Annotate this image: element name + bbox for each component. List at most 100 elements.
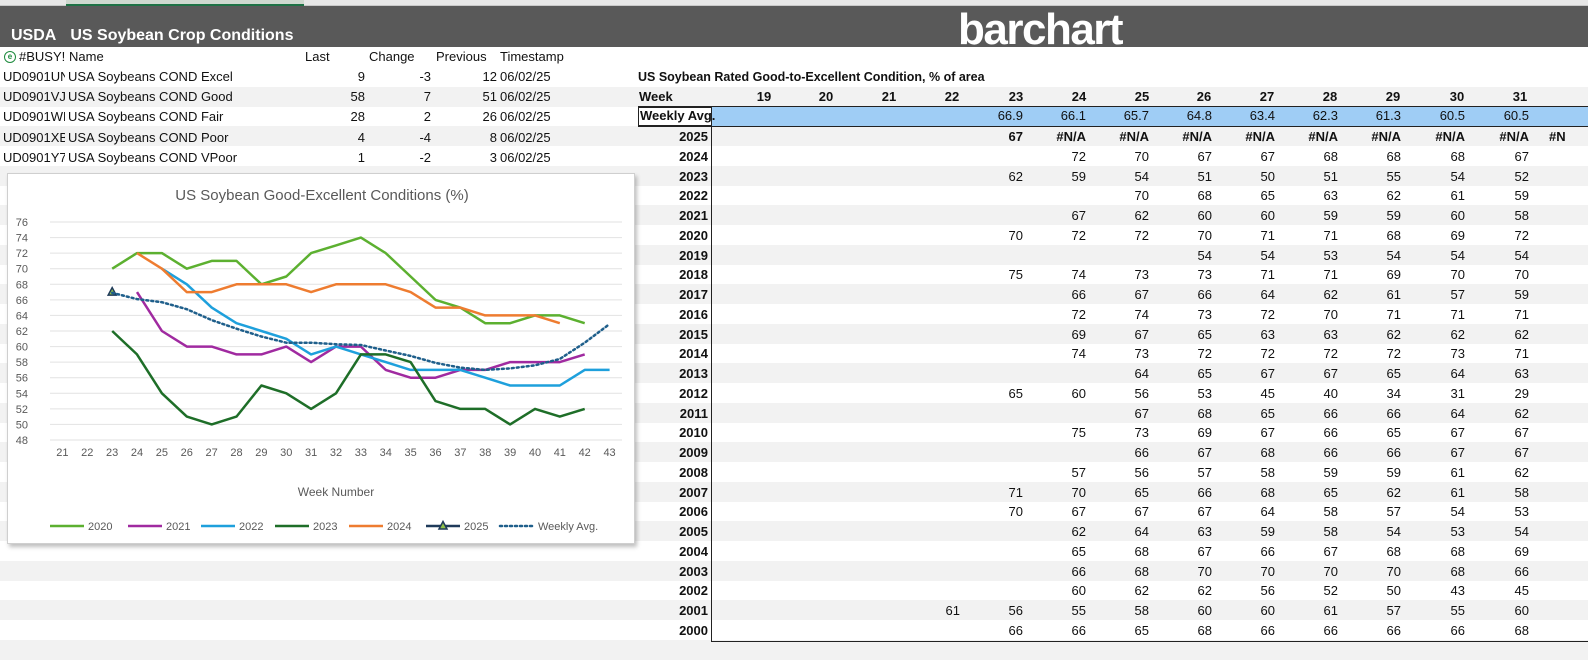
condition-value: 66 [1514,563,1529,579]
usda-label: USDA [11,27,57,44]
condition-value: 67 [1450,425,1465,441]
weekly-avg-label-cell[interactable] [638,107,712,126]
condition-value: 31 [1450,385,1465,401]
condition-value: 67 [1134,504,1149,520]
series-line-2023[interactable] [111,330,586,426]
row-stripe [0,639,1588,660]
y-tick-label: 66 [16,295,28,307]
week-header: 24 [1071,89,1087,104]
chart-title: US Soybean Good-Excellent Conditions (%) [175,187,468,204]
series-line-2020[interactable] [111,236,586,325]
condition-value: 65 [1134,484,1149,500]
condition-value: 63 [1260,326,1275,342]
x-tick-label: 31 [305,447,317,459]
condition-value: 54 [1450,504,1465,520]
condition-value: 68 [1197,188,1212,204]
legend-item[interactable]: 2025 [426,519,488,533]
x-tick-label: 40 [529,447,541,459]
condition-value: 64 [1134,524,1149,539]
condition-value: 61 [1323,603,1338,618]
condition-value: 45 [1260,385,1275,401]
col-header-timestamp: Timestamp [500,49,564,64]
condition-value: 40 [1323,385,1338,401]
year-label: 2016 [679,306,708,322]
week-header: 30 [1449,89,1465,104]
legend-item[interactable]: 2021 [128,521,190,533]
series-line-2024[interactable] [136,252,561,325]
condition-value: 59 [1323,208,1338,223]
condition-value: 71 [1323,227,1338,243]
condition-value: 74 [1071,346,1086,362]
condition-value: 73 [1134,346,1149,362]
legend-item[interactable]: Weekly Avg. [498,521,598,533]
weekly-avg-value: 66.9 [997,108,1023,123]
quote-previous: 8 [489,129,497,145]
col-header-previous: Previous [436,49,487,64]
condition-value: 54 [1197,247,1212,263]
year-label: 2003 [679,563,708,579]
condition-value: 67 [1134,287,1149,302]
refresh-status-icon[interactable]: e [4,51,16,63]
condition-value: 62 [1197,583,1212,599]
y-tick-label: 56 [16,373,28,385]
condition-value: 68 [1260,445,1275,460]
series-line-weekly-avg-[interactable] [110,291,611,372]
condition-value: 56 [1134,385,1149,401]
week-header: 26 [1196,89,1212,104]
quote-name: USA Soybeans COND Good [68,89,233,105]
condition-value: #N/A [1371,129,1401,144]
condition-value: 65 [1071,543,1086,559]
condition-value: 75 [1008,267,1023,283]
selected-column-header[interactable] [66,0,304,6]
condition-value: 68 [1197,622,1212,638]
x-tick-label: 34 [380,447,392,459]
condition-value: 69 [1197,425,1212,441]
quote-name: USA Soybeans COND Excel [68,69,233,84]
conditions-chart[interactable]: US Soybean Good-Excellent Conditions (%)… [7,173,635,544]
condition-value: 72 [1071,227,1086,243]
condition-value: 58 [1323,524,1338,539]
quote-previous: 26 [482,109,497,125]
condition-value: 43 [1450,583,1465,599]
legend-item[interactable]: 2022 [201,521,263,533]
year-label: 2007 [679,484,708,500]
legend-label: 2025 [464,521,488,533]
year-label: 2004 [679,543,708,559]
condition-value: 70 [1514,267,1529,283]
condition-value: 72 [1514,227,1529,243]
condition-value: 62 [1386,326,1401,342]
condition-value: 54 [1514,247,1529,263]
condition-value: 68 [1134,543,1149,559]
row-stripe [0,560,1588,581]
series-line-2022[interactable] [161,267,610,387]
condition-value: 65 [1260,188,1275,204]
condition-value: 69 [1386,267,1401,283]
condition-value: 57 [1197,464,1212,480]
condition-value: 57 [1386,603,1401,618]
condition-value: 66 [1197,484,1212,500]
condition-value: 74 [1071,267,1086,283]
legend-item[interactable]: 2024 [349,521,411,533]
legend-item[interactable]: 2023 [275,521,337,533]
condition-value: 57 [1071,464,1086,480]
condition-value: 67 [1323,543,1338,559]
condition-value: 73 [1134,425,1149,441]
condition-value: 56 [1260,583,1275,599]
condition-value: 70 [1008,504,1023,520]
week-header: 28 [1322,89,1338,104]
series-line-2021[interactable] [135,291,586,379]
title-text: US Soybean Crop Conditions [70,27,294,44]
condition-value: 71 [1008,484,1023,500]
condition-value: 68 [1134,563,1149,579]
weekly-avg-value: 66.1 [1060,108,1086,123]
legend-item[interactable]: 2020 [50,521,112,533]
x-tick-label: 26 [181,447,193,459]
condition-value: 67 [1260,366,1275,381]
legend-label: 2021 [166,521,190,533]
condition-value: 65 [1323,484,1338,500]
year-label: 2014 [679,346,708,362]
condition-value: 29 [1514,385,1529,401]
weekly-avg-value: 60.5 [1503,108,1529,123]
quote-last: 58 [350,89,365,105]
quote-previous: 3 [489,149,497,165]
